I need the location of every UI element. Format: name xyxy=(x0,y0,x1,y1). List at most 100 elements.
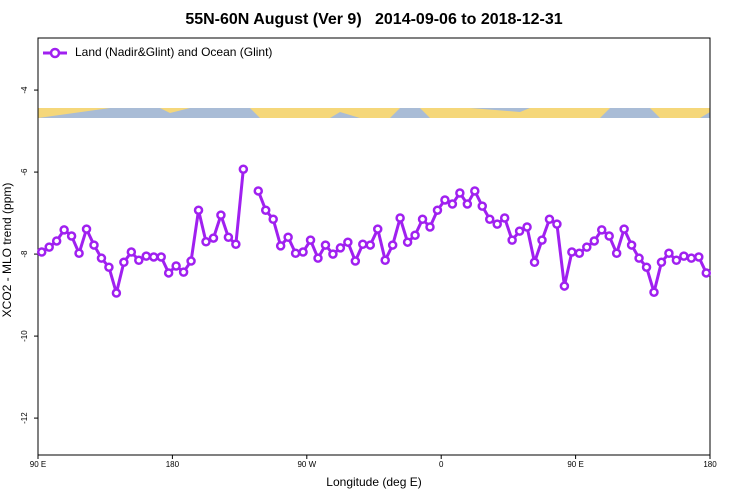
point xyxy=(350,256,361,266)
point xyxy=(328,249,338,259)
point xyxy=(544,214,555,224)
point xyxy=(701,268,712,278)
point xyxy=(679,251,689,261)
point xyxy=(537,235,547,245)
point xyxy=(365,240,376,250)
point xyxy=(89,240,99,250)
y-tick-label: -4 xyxy=(20,86,29,94)
point xyxy=(238,164,249,174)
x-tick-label: 90 E xyxy=(30,460,46,469)
point xyxy=(611,248,622,259)
point xyxy=(66,231,77,241)
x-axis-label: Longitude (deg E) xyxy=(326,475,421,489)
point xyxy=(119,257,129,268)
point xyxy=(156,252,166,262)
point xyxy=(111,288,122,298)
point xyxy=(552,219,562,229)
y-tick-label: -10 xyxy=(20,330,29,342)
point xyxy=(410,230,420,240)
point xyxy=(417,214,428,224)
point xyxy=(372,224,383,234)
point xyxy=(514,226,525,236)
point xyxy=(440,195,450,205)
point xyxy=(290,248,301,259)
point xyxy=(260,205,271,215)
point xyxy=(694,252,704,262)
x-tick-label: 90 W xyxy=(297,460,316,469)
y-tick-label: -12 xyxy=(20,412,29,424)
point xyxy=(343,237,353,247)
point xyxy=(522,222,532,232)
point xyxy=(96,253,107,263)
point xyxy=(148,252,159,262)
point xyxy=(492,219,502,229)
point xyxy=(567,247,577,257)
point xyxy=(208,233,219,243)
point xyxy=(36,247,47,257)
point xyxy=(656,257,667,268)
point xyxy=(253,186,264,196)
point xyxy=(59,225,69,235)
y-axis-label: XCO2 - MLO trend (ppm) xyxy=(0,183,14,318)
point xyxy=(604,231,614,241)
point xyxy=(201,237,211,247)
point xyxy=(178,267,189,277)
point xyxy=(216,210,226,220)
point xyxy=(313,253,323,263)
point xyxy=(462,199,473,209)
x-tick-label: 0 xyxy=(439,460,444,469)
point xyxy=(305,235,316,245)
point xyxy=(104,262,114,272)
point xyxy=(664,248,674,259)
point xyxy=(470,186,480,196)
legend-marker xyxy=(49,47,61,59)
point xyxy=(507,235,517,245)
point xyxy=(395,213,405,223)
y-tick-label: -8 xyxy=(20,250,29,258)
point xyxy=(619,224,629,234)
chart-title: 55N-60N August (Ver 9) 2014-09-06 to 201… xyxy=(185,11,562,28)
point xyxy=(358,239,368,249)
point xyxy=(298,247,308,257)
point xyxy=(596,225,607,235)
plot-frame xyxy=(37,37,711,456)
point xyxy=(51,236,62,246)
point xyxy=(74,248,84,259)
point xyxy=(499,213,510,223)
point xyxy=(425,222,435,232)
x-tick-label: 90 E xyxy=(567,460,583,469)
x-tick-label: 180 xyxy=(703,460,717,469)
point xyxy=(380,255,390,265)
point xyxy=(634,253,644,263)
point xyxy=(163,268,174,278)
map-strip xyxy=(38,108,710,118)
y-tick-label: -6 xyxy=(20,168,29,176)
point xyxy=(559,281,570,291)
point xyxy=(484,214,495,224)
point xyxy=(387,240,398,250)
point xyxy=(589,236,600,246)
point xyxy=(402,237,413,247)
point xyxy=(268,214,278,224)
point xyxy=(193,205,204,215)
point xyxy=(283,232,293,243)
point xyxy=(141,251,152,261)
point xyxy=(432,205,443,215)
point xyxy=(455,188,465,198)
point xyxy=(641,262,652,272)
point xyxy=(574,248,585,259)
point xyxy=(320,240,331,250)
point xyxy=(275,241,286,251)
point xyxy=(126,247,137,257)
point xyxy=(223,232,234,243)
point xyxy=(529,257,540,268)
point xyxy=(44,242,54,252)
point xyxy=(626,240,637,250)
point xyxy=(171,261,181,271)
x-tick-label: 180 xyxy=(166,460,180,469)
point xyxy=(671,255,682,265)
point xyxy=(447,199,458,209)
point xyxy=(582,242,592,252)
point xyxy=(231,239,241,249)
